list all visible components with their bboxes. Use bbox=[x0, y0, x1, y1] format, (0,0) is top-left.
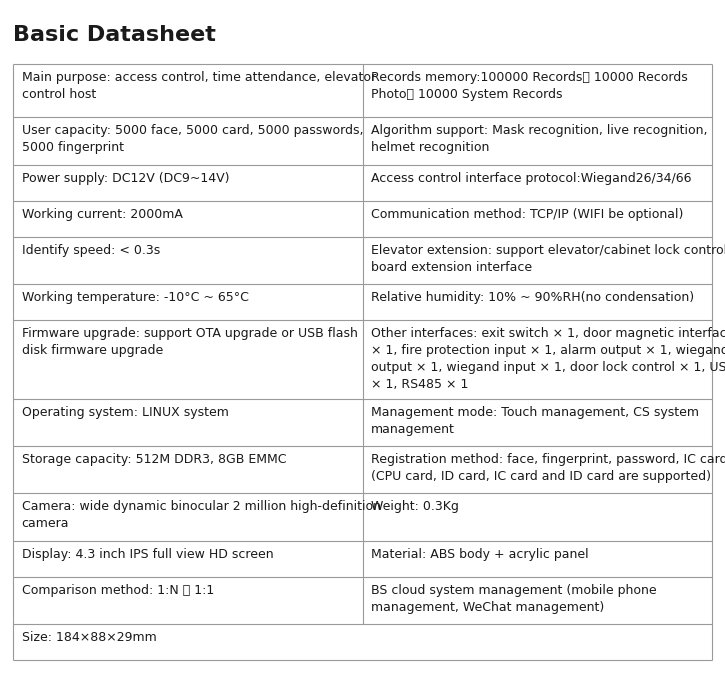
Text: Management mode: Touch management, CS system
management: Management mode: Touch management, CS sy… bbox=[371, 406, 699, 436]
Text: Main purpose: access control, time attendance, elevator
control host: Main purpose: access control, time atten… bbox=[22, 71, 376, 101]
Text: Communication method: TCP/IP (WIFI be optional): Communication method: TCP/IP (WIFI be op… bbox=[371, 208, 684, 221]
Text: Operating system: LINUX system: Operating system: LINUX system bbox=[22, 406, 228, 419]
Text: User capacity: 5000 face, 5000 card, 5000 passwords,
5000 fingerprint: User capacity: 5000 face, 5000 card, 500… bbox=[22, 124, 363, 154]
Text: Comparison method: 1:N ／ 1:1: Comparison method: 1:N ／ 1:1 bbox=[22, 584, 214, 597]
Text: Working current: 2000mA: Working current: 2000mA bbox=[22, 208, 183, 221]
Text: Weight: 0.3Kg: Weight: 0.3Kg bbox=[371, 500, 459, 514]
Text: Records memory:100000 Records、 10000 Records
Photo、 10000 System Records: Records memory:100000 Records、 10000 Rec… bbox=[371, 71, 688, 101]
Text: Power supply: DC12V (DC9~14V): Power supply: DC12V (DC9~14V) bbox=[22, 172, 229, 185]
Text: Basic Datasheet: Basic Datasheet bbox=[13, 25, 216, 45]
Text: Elevator extension: support elevator/cabinet lock control
board extension interf: Elevator extension: support elevator/cab… bbox=[371, 244, 725, 274]
Text: Identify speed: < 0.3s: Identify speed: < 0.3s bbox=[22, 244, 160, 257]
Text: Registration method: face, fingerprint, password, IC card
(CPU card, ID card, IC: Registration method: face, fingerprint, … bbox=[371, 453, 725, 483]
Text: BS cloud system management (mobile phone
management, WeChat management): BS cloud system management (mobile phone… bbox=[371, 584, 657, 614]
Text: Access control interface protocol:Wiegand26/34/66: Access control interface protocol:Wiegan… bbox=[371, 172, 692, 185]
Text: Algorithm support: Mask recognition, live recognition,
helmet recognition: Algorithm support: Mask recognition, liv… bbox=[371, 124, 708, 154]
Text: Working temperature: -10°C ~ 65°C: Working temperature: -10°C ~ 65°C bbox=[22, 291, 249, 304]
Text: Size: 184×88×29mm: Size: 184×88×29mm bbox=[22, 631, 157, 644]
Text: Relative humidity: 10% ~ 90%RH(no condensation): Relative humidity: 10% ~ 90%RH(no conden… bbox=[371, 291, 695, 304]
Text: Firmware upgrade: support OTA upgrade or USB flash
disk firmware upgrade: Firmware upgrade: support OTA upgrade or… bbox=[22, 327, 357, 357]
Text: Display: 4.3 inch IPS full view HD screen: Display: 4.3 inch IPS full view HD scree… bbox=[22, 548, 273, 561]
Text: Material: ABS body + acrylic panel: Material: ABS body + acrylic panel bbox=[371, 548, 589, 561]
Text: Storage capacity: 512M DDR3, 8GB EMMC: Storage capacity: 512M DDR3, 8GB EMMC bbox=[22, 453, 286, 466]
Text: Camera: wide dynamic binocular 2 million high-definition
camera: Camera: wide dynamic binocular 2 million… bbox=[22, 500, 381, 530]
Text: Other interfaces: exit switch × 1, door magnetic interface
× 1, fire protection : Other interfaces: exit switch × 1, door … bbox=[371, 327, 725, 391]
